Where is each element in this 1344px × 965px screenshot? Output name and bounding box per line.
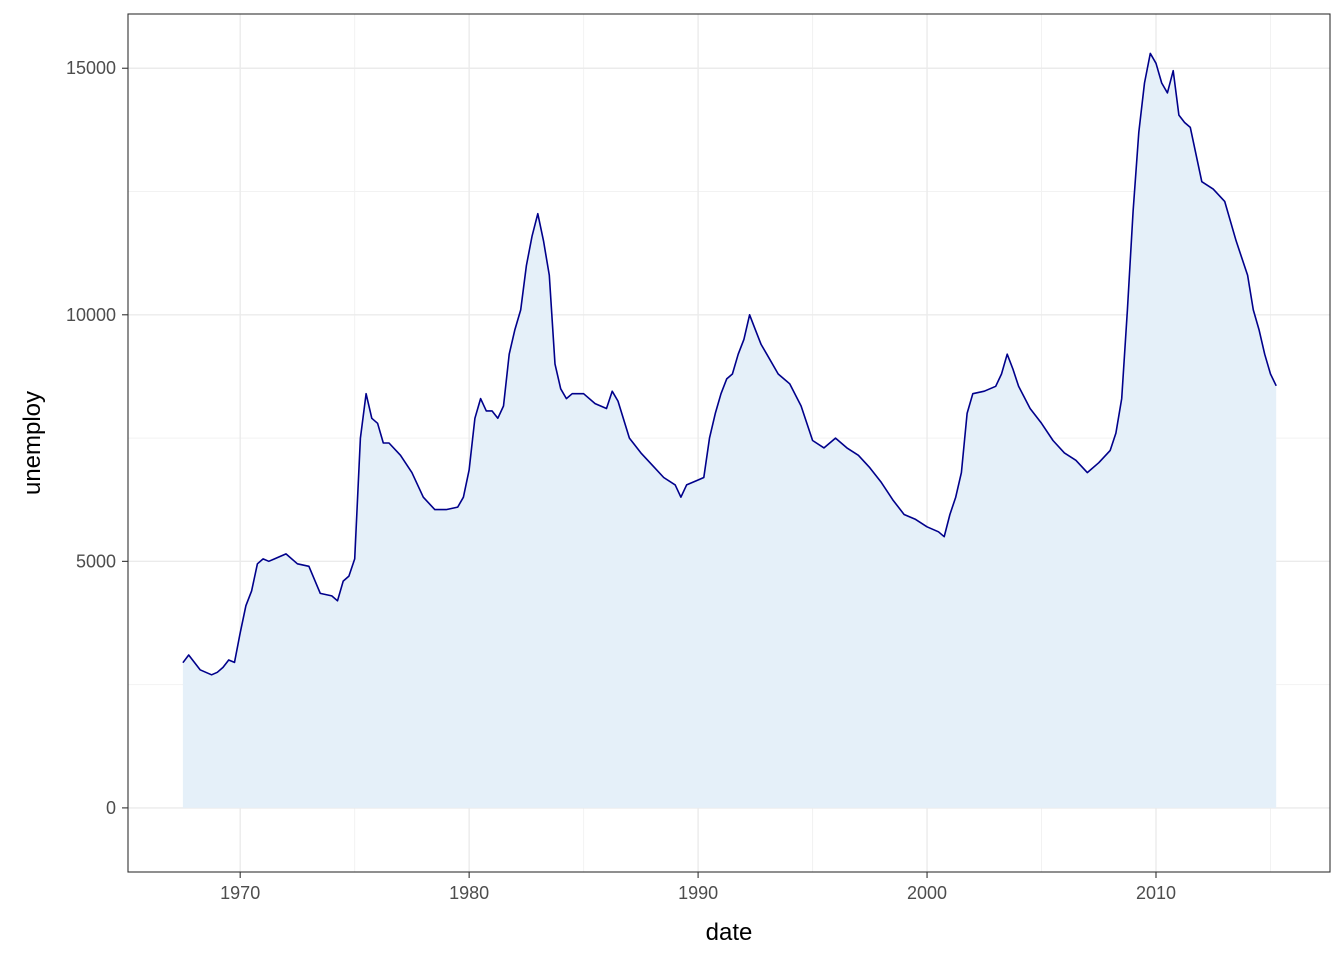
x-tick-label: 1970 [220,883,260,903]
x-tick-label: 2000 [907,883,947,903]
x-axis-label: date [706,919,753,946]
x-tick-label: 1980 [449,883,489,903]
series-line [182,52,1277,676]
panel-border [127,13,1331,873]
y-axis-label: unemploy [19,391,46,495]
y-axis: 0 5000 10000 15000 [66,58,128,818]
y-tick-label: 15000 [66,58,116,78]
y-tick-label: 0 [106,798,116,818]
area-fill [182,53,1277,808]
x-axis: 1970 1980 1990 2000 2010 [220,872,1176,903]
y-tick-label: 10000 [66,305,116,325]
x-tick-label: 2010 [1136,883,1176,903]
y-tick-label: 5000 [76,551,116,571]
x-tick-label: 1990 [678,883,718,903]
